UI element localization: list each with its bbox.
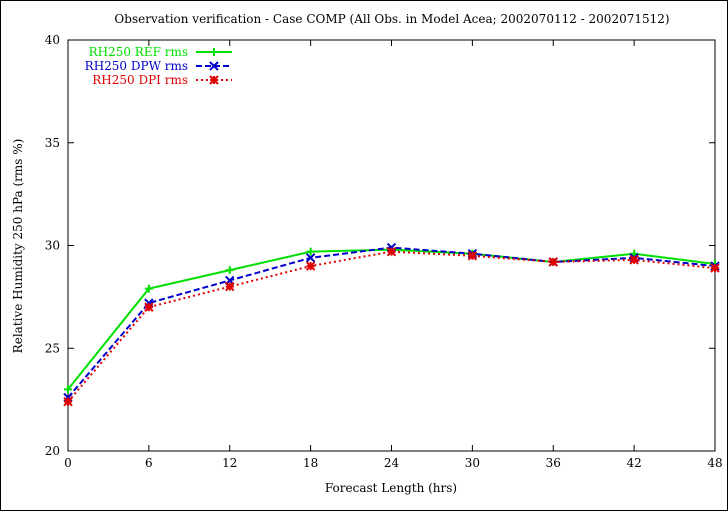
data-point bbox=[64, 385, 72, 394]
y-tick-label: 20 bbox=[45, 444, 60, 458]
y-tick-label: 25 bbox=[45, 341, 60, 355]
x-tick-label: 42 bbox=[626, 456, 641, 470]
data-point bbox=[305, 261, 316, 271]
ticks-layer: 0 6 12 18 24 30 36 42 48 20 25 30 35 40 bbox=[45, 33, 723, 470]
series-layer bbox=[63, 242, 720, 407]
y-tick-label: 30 bbox=[45, 239, 60, 253]
data-point bbox=[305, 253, 316, 263]
legend-label: RH250 DPW rms bbox=[85, 59, 188, 73]
data-point bbox=[548, 257, 558, 267]
plot-frame bbox=[67, 39, 716, 452]
x-tick-label: 30 bbox=[465, 456, 480, 470]
x-tick-label: 18 bbox=[303, 456, 318, 470]
x-tick-label: 6 bbox=[145, 456, 153, 470]
data-point bbox=[210, 48, 218, 56]
legend-label: RH250 REF rms bbox=[89, 45, 188, 59]
series-line bbox=[67, 248, 716, 390]
chart-title: Observation verification - Case COMP (Al… bbox=[114, 12, 669, 26]
x-tick-label: 48 bbox=[707, 456, 722, 470]
data-point bbox=[629, 255, 639, 265]
data-point bbox=[63, 396, 73, 407]
y-axis-label: Relative Humidity 250 hPa (rms %) bbox=[11, 139, 25, 354]
data-point bbox=[225, 266, 234, 275]
series-line bbox=[67, 246, 716, 399]
x-tick-label: 0 bbox=[64, 456, 72, 470]
data-point bbox=[209, 61, 219, 71]
data-point bbox=[144, 302, 154, 312]
x-tick-label: 36 bbox=[546, 456, 561, 470]
series-line bbox=[67, 250, 716, 403]
data-point bbox=[306, 247, 315, 256]
y-tick-label: 40 bbox=[45, 33, 60, 47]
data-point bbox=[467, 251, 478, 261]
data-point bbox=[144, 284, 153, 293]
legend-label: RH250 DPI rms bbox=[92, 73, 188, 87]
data-point bbox=[209, 75, 219, 85]
x-tick-label: 24 bbox=[384, 456, 400, 470]
data-point bbox=[225, 281, 235, 292]
x-tick-label: 12 bbox=[222, 456, 237, 470]
data-point bbox=[710, 263, 720, 273]
x-axis-label: Forecast Length (hrs) bbox=[325, 481, 457, 495]
y-tick-label: 35 bbox=[45, 136, 60, 150]
data-point bbox=[386, 246, 397, 257]
